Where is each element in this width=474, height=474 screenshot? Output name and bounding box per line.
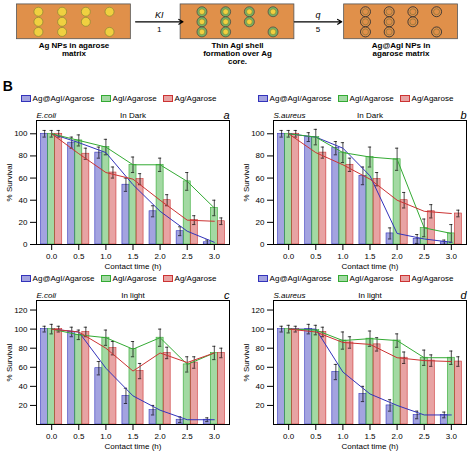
svg-text:% Survival: % Survival — [242, 343, 251, 381]
svg-text:Ag NPs in agarosematrix: Ag NPs in agarosematrix — [39, 41, 110, 58]
svg-text:120: 120 — [14, 306, 28, 315]
svg-text:3.0: 3.0 — [209, 432, 221, 441]
svg-text:B: B — [3, 78, 13, 92]
svg-text:40: 40 — [19, 196, 28, 205]
svg-text:100: 100 — [14, 325, 28, 334]
svg-text:1.5: 1.5 — [364, 432, 376, 441]
svg-text:1.5: 1.5 — [127, 432, 139, 441]
svg-text:0.5: 0.5 — [73, 252, 85, 261]
svg-text:% Survival: % Survival — [5, 163, 14, 201]
svg-text:S.aureus: S.aureus — [274, 111, 306, 120]
svg-text:0.0: 0.0 — [46, 252, 58, 261]
html-text:Ag@AgI/Agarose: Ag@AgI/Agarose — [269, 273, 332, 283]
svg-text:d: d — [460, 289, 467, 301]
html-text:Ag@AgI/Agarose: Ag@AgI/Agarose — [32, 93, 95, 103]
svg-text:KI: KI — [155, 10, 164, 20]
svg-text:100: 100 — [251, 325, 265, 334]
svg-text:1.0: 1.0 — [100, 252, 112, 261]
svg-text:1.5: 1.5 — [127, 252, 139, 261]
html-text:Ag@AgI/Agarose: Ag@AgI/Agarose — [32, 273, 95, 283]
html-text:Ag/Agarose: Ag/Agarose — [174, 273, 217, 283]
svg-text:0.0: 0.0 — [46, 432, 58, 441]
svg-text:0.0: 0.0 — [283, 252, 295, 261]
svg-text:2.0: 2.0 — [155, 252, 167, 261]
svg-text:Contact time (h): Contact time (h) — [342, 442, 399, 451]
svg-text:0.5: 0.5 — [310, 432, 322, 441]
svg-text:2.5: 2.5 — [419, 252, 431, 261]
svg-text:1.0: 1.0 — [100, 432, 112, 441]
svg-text:40: 40 — [256, 196, 265, 205]
svg-text:60: 60 — [19, 174, 28, 183]
svg-text:In Dark: In Dark — [357, 111, 384, 120]
svg-text:c: c — [224, 289, 230, 301]
svg-text:1: 1 — [157, 24, 162, 33]
html-text:Ag/Agarose: Ag/Agarose — [174, 93, 217, 103]
svg-text:20: 20 — [256, 401, 265, 410]
svg-text:Contact time (h): Contact time (h) — [105, 262, 162, 271]
html-text:Ag/Agarose: Ag/Agarose — [411, 93, 454, 103]
svg-text:3.0: 3.0 — [446, 432, 458, 441]
svg-text:20: 20 — [19, 401, 28, 410]
html-text:Ag/Agarose: Ag/Agarose — [411, 273, 454, 283]
html-text:AgI/Agarose: AgI/Agarose — [112, 93, 157, 103]
svg-text:Contact time (h): Contact time (h) — [342, 262, 399, 271]
html-text:AgI/Agarose: AgI/Agarose — [349, 93, 394, 103]
svg-text:60: 60 — [256, 174, 265, 183]
svg-text:0.0: 0.0 — [283, 432, 295, 441]
svg-text:E.coli: E.coli — [37, 291, 57, 300]
svg-text:0.5: 0.5 — [310, 252, 322, 261]
svg-text:a: a — [223, 109, 229, 121]
svg-text:b: b — [460, 109, 466, 121]
svg-text:80: 80 — [19, 344, 28, 353]
svg-text:0: 0 — [23, 240, 28, 249]
svg-text:S.aureus: S.aureus — [274, 291, 306, 300]
svg-text:2.5: 2.5 — [419, 432, 431, 441]
svg-text:5: 5 — [316, 24, 321, 33]
svg-text:1.0: 1.0 — [337, 252, 349, 261]
svg-text:80: 80 — [256, 344, 265, 353]
svg-text:2.0: 2.0 — [392, 432, 404, 441]
svg-text:% Survival: % Survival — [242, 163, 251, 201]
svg-text:40: 40 — [256, 382, 265, 391]
svg-text:In light: In light — [121, 291, 145, 300]
svg-text:20: 20 — [19, 218, 28, 227]
svg-text:100: 100 — [14, 129, 28, 138]
svg-text:0.5: 0.5 — [73, 432, 85, 441]
svg-text:80: 80 — [256, 151, 265, 160]
svg-text:2.0: 2.0 — [155, 432, 167, 441]
svg-text:In Dark: In Dark — [120, 111, 147, 120]
html-text:AgI/Agarose: AgI/Agarose — [349, 273, 394, 283]
svg-text:120: 120 — [251, 306, 265, 315]
svg-text:Thin AgI shellformation over A: Thin AgI shellformation over Agcore. — [203, 41, 272, 66]
svg-text:80: 80 — [19, 151, 28, 160]
svg-text:% Survival: % Survival — [5, 343, 14, 381]
svg-text:In light: In light — [358, 291, 382, 300]
svg-text:Ag@AgI NPs inagarose matrix: Ag@AgI NPs inagarose matrix — [372, 41, 431, 58]
svg-text:100: 100 — [251, 129, 265, 138]
svg-text:60: 60 — [19, 363, 28, 372]
svg-text:60: 60 — [256, 363, 265, 372]
svg-text:q: q — [316, 10, 321, 20]
svg-text:40: 40 — [19, 382, 28, 391]
svg-text:1.0: 1.0 — [337, 432, 349, 441]
svg-text:3.0: 3.0 — [209, 252, 221, 261]
svg-text:3.0: 3.0 — [446, 252, 458, 261]
svg-text:2.0: 2.0 — [392, 252, 404, 261]
svg-text:2.5: 2.5 — [182, 432, 194, 441]
svg-text:2.5: 2.5 — [182, 252, 194, 261]
html-text:AgI/Agarose: AgI/Agarose — [112, 273, 157, 283]
html-text:Ag@AgI/Agarose: Ag@AgI/Agarose — [269, 93, 332, 103]
svg-text:E.coli: E.coli — [37, 111, 57, 120]
svg-text:0: 0 — [260, 240, 265, 249]
svg-text:1.5: 1.5 — [364, 252, 376, 261]
svg-text:Contact time (h): Contact time (h) — [105, 442, 162, 451]
svg-text:20: 20 — [256, 218, 265, 227]
